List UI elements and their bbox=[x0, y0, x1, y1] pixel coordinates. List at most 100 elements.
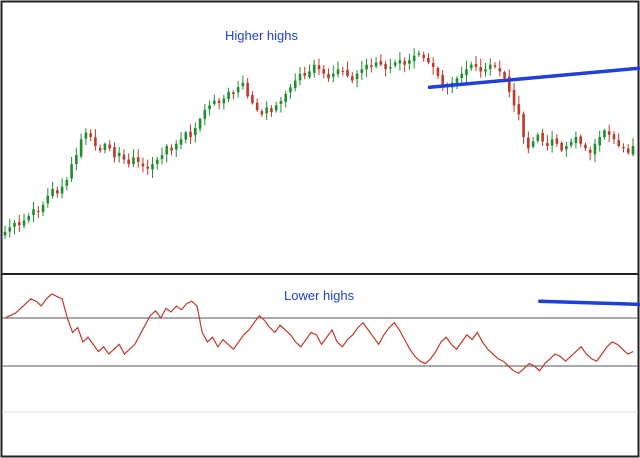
candle-body bbox=[384, 64, 387, 70]
candle-body bbox=[289, 87, 292, 93]
candle-body bbox=[246, 82, 249, 97]
candle-body bbox=[27, 216, 31, 221]
candle-body bbox=[160, 155, 164, 159]
candle-body bbox=[317, 65, 321, 70]
candle-body bbox=[455, 78, 459, 84]
candle-body bbox=[622, 146, 625, 149]
candle-body bbox=[236, 87, 240, 93]
candle-body bbox=[108, 144, 111, 149]
candle-body bbox=[22, 220, 26, 226]
candle-body bbox=[522, 113, 525, 137]
candle-body bbox=[65, 179, 69, 186]
candle-body bbox=[474, 64, 478, 67]
candle-body bbox=[408, 60, 411, 64]
candle-body bbox=[84, 132, 88, 139]
candle-body bbox=[174, 143, 178, 150]
candle-body bbox=[89, 133, 92, 137]
candle-body bbox=[422, 54, 425, 58]
candle-body bbox=[198, 118, 202, 129]
candle-body bbox=[227, 91, 230, 100]
candle-body bbox=[303, 73, 307, 76]
candle-body bbox=[189, 131, 192, 137]
candle-body bbox=[593, 143, 597, 155]
candle-body bbox=[465, 69, 468, 76]
candle-body bbox=[298, 73, 302, 81]
candle-body bbox=[579, 136, 582, 144]
candle-body bbox=[512, 90, 516, 106]
candle-body bbox=[251, 94, 254, 104]
candle-body bbox=[531, 141, 535, 147]
candle-body bbox=[341, 70, 345, 73]
candle-body bbox=[274, 105, 278, 111]
candle-body bbox=[626, 148, 630, 153]
candle-body bbox=[46, 195, 50, 204]
candle-body bbox=[370, 65, 373, 67]
candle-body bbox=[436, 68, 440, 76]
candle-body bbox=[41, 204, 45, 213]
candle-body bbox=[336, 69, 340, 75]
candle-body bbox=[56, 190, 59, 194]
candle-body bbox=[441, 74, 445, 86]
candle-body bbox=[17, 222, 21, 226]
candle-body bbox=[503, 72, 506, 79]
indicator-line bbox=[4, 293, 634, 374]
candle-body bbox=[117, 152, 121, 157]
candle-body bbox=[103, 143, 107, 150]
candle-body bbox=[403, 60, 406, 65]
candle-body bbox=[232, 92, 235, 95]
candle-body bbox=[427, 57, 430, 63]
candle-body bbox=[588, 149, 592, 153]
candle-body bbox=[32, 209, 35, 216]
candle-body bbox=[584, 144, 587, 149]
candle-body bbox=[155, 159, 159, 165]
candle-body bbox=[412, 55, 416, 62]
candle-body bbox=[208, 105, 211, 110]
candle-body bbox=[389, 66, 392, 69]
candle-body bbox=[603, 130, 606, 138]
candle-body bbox=[488, 64, 492, 70]
candle-body bbox=[550, 139, 554, 146]
candle-body bbox=[631, 146, 635, 155]
candle-body bbox=[312, 64, 316, 73]
candle-body bbox=[360, 69, 364, 73]
candle-body bbox=[60, 186, 64, 194]
candle-body bbox=[217, 100, 221, 104]
higher-highs-label: Higher highs bbox=[225, 28, 298, 43]
candle-body bbox=[308, 71, 311, 78]
candle-body bbox=[417, 53, 421, 55]
candle-body bbox=[393, 62, 397, 66]
candle-body bbox=[98, 147, 102, 151]
candle-body bbox=[617, 140, 621, 147]
candle-body bbox=[222, 98, 226, 104]
candle-body bbox=[132, 157, 135, 165]
candle-body bbox=[136, 157, 140, 162]
candle-body bbox=[350, 76, 354, 81]
candle-body bbox=[193, 127, 197, 136]
candle-body bbox=[146, 166, 150, 169]
candle-body bbox=[141, 163, 145, 167]
candle-body bbox=[94, 137, 97, 147]
candle-body bbox=[374, 62, 378, 67]
candle-body bbox=[70, 164, 73, 179]
candle-body bbox=[13, 222, 16, 227]
candle-body bbox=[346, 69, 349, 76]
candle-body bbox=[469, 64, 473, 69]
candle-body bbox=[36, 210, 40, 212]
candle-body bbox=[365, 64, 368, 70]
candle-body bbox=[355, 73, 359, 80]
candle-body bbox=[331, 73, 335, 77]
candle-body bbox=[151, 164, 154, 170]
candle-body bbox=[203, 109, 207, 119]
candle-body bbox=[51, 188, 54, 197]
candle-body bbox=[170, 147, 173, 151]
candle-body bbox=[517, 104, 521, 115]
candle-body bbox=[255, 102, 259, 110]
candle-body bbox=[484, 69, 487, 72]
candle-body bbox=[569, 141, 573, 146]
lower-highs-label: Lower highs bbox=[284, 288, 355, 303]
price-panel bbox=[3, 48, 635, 239]
candle-body bbox=[527, 137, 530, 149]
candle-body bbox=[270, 108, 273, 113]
